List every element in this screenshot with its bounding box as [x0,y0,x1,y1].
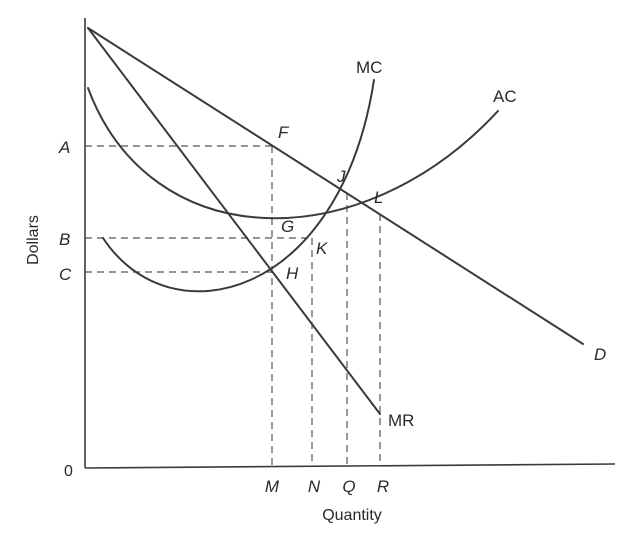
quantity-label-Q: Q [342,477,355,496]
point-label-L: L [374,188,383,207]
point-label-J: J [336,167,346,186]
point-label-K: K [316,239,328,258]
price-label-B: B [59,230,70,249]
demand-curve [87,27,584,345]
mr-curve [87,27,381,415]
mc-label: MC [356,58,382,77]
quantity-label-R: R [377,477,389,496]
y-axis-title: Dollars [25,215,42,265]
ac-label: AC [493,87,517,106]
point-label-H: H [286,264,299,283]
point-label-G: G [281,217,294,236]
ac-curve [87,87,499,220]
x-axis [84,463,616,469]
origin-label: 0 [64,463,73,480]
x-axis-title: Quantity [322,507,382,524]
mr-label: MR [388,411,414,430]
point-label-F: F [278,123,290,142]
price-label-C: C [59,265,72,284]
price-label-A: A [58,138,70,157]
quantity-label-N: N [308,477,321,496]
quantity-label-M: M [265,477,280,496]
demand-label: D [594,345,606,364]
mc-curve [102,79,375,293]
